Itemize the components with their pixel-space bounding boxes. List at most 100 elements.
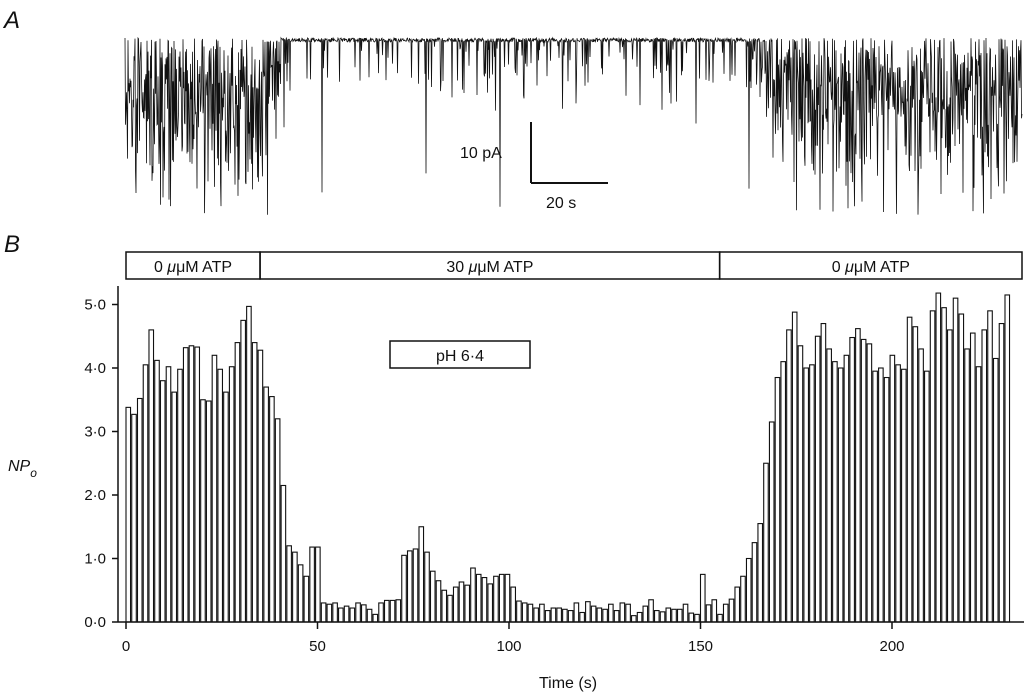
np-bar — [309, 546, 315, 623]
np-bar — [613, 610, 620, 623]
np-bar — [872, 370, 878, 623]
np-bar — [918, 348, 924, 623]
np-bar — [837, 367, 844, 623]
np-bar — [636, 611, 643, 623]
np-bar — [791, 311, 798, 623]
x-tick-label: 50 — [309, 638, 326, 655]
axes — [117, 286, 1024, 623]
np-bar — [958, 313, 965, 623]
np-bar — [653, 610, 660, 623]
np-bar — [803, 367, 809, 623]
np-bar — [458, 581, 465, 623]
np-bar — [539, 603, 545, 623]
np-bar — [849, 336, 855, 623]
np-bar — [303, 575, 310, 623]
np-bar — [372, 613, 379, 623]
np-bar — [263, 386, 269, 623]
np-bar — [728, 598, 735, 623]
np-bar — [585, 601, 591, 623]
np-bar — [780, 361, 787, 623]
np-bar — [412, 548, 419, 623]
x-axis-title: Time (s) — [539, 675, 597, 692]
np-bar — [217, 368, 224, 623]
np-bar — [935, 292, 942, 623]
np-bar — [895, 364, 901, 623]
x-tick-label: 200 — [879, 638, 904, 655]
np-bar — [682, 603, 689, 623]
np-bar — [855, 328, 861, 623]
y-axis-title: NPo — [8, 458, 37, 480]
current-trace — [124, 36, 1023, 215]
np-bar — [274, 418, 281, 623]
np-bar — [648, 599, 654, 623]
np-bar — [556, 607, 562, 623]
np-bar — [246, 305, 252, 623]
np-bar — [406, 550, 413, 623]
np-bar — [602, 608, 608, 623]
np-bar — [292, 551, 298, 623]
np-bar — [343, 605, 350, 623]
np-bar — [745, 557, 752, 623]
np-bar — [619, 602, 626, 623]
np-bar — [814, 335, 821, 623]
np-bar — [441, 589, 448, 623]
np-bar — [142, 364, 149, 623]
np-bar — [228, 366, 235, 623]
np-bar — [631, 615, 637, 623]
np-bar — [866, 343, 873, 623]
scale-bar-current-label: 10 pA — [460, 145, 502, 162]
np-bar — [797, 345, 804, 623]
np-bar — [470, 567, 476, 623]
np-bar — [562, 608, 568, 623]
atp-condition-bar: 0 μμM ATP 30 μμM ATP 0 μμM ATP — [125, 251, 1023, 280]
panel-b-letter: B — [4, 231, 20, 258]
np-bar — [188, 345, 195, 623]
np-bar — [182, 347, 189, 623]
y-tick-label: 1·0 — [84, 551, 106, 568]
np-bar — [360, 604, 367, 623]
np-bar — [429, 570, 436, 623]
np-bar — [987, 310, 993, 623]
y-tick-label: 0·0 — [84, 614, 106, 631]
np-bars — [125, 292, 1011, 623]
np-bar — [240, 319, 246, 623]
np-bar — [326, 603, 333, 623]
np-bar — [688, 612, 695, 623]
np-bar — [734, 586, 741, 623]
np-bar — [694, 613, 700, 623]
np-bar — [550, 607, 557, 623]
y-tick-label: 5·0 — [84, 297, 106, 314]
np-bar — [573, 602, 580, 623]
np-bar — [579, 611, 585, 623]
np-bar — [257, 349, 264, 623]
np-bar — [355, 602, 361, 623]
np-bar — [625, 603, 631, 623]
np-bar — [154, 359, 160, 623]
np-bar — [493, 575, 499, 623]
np-bar — [912, 326, 919, 623]
np-bar — [424, 551, 430, 623]
panel-a-letter: A — [2, 7, 20, 34]
atp-label-0: 0 μμM ATP — [154, 259, 232, 276]
atp-segment-2 — [718, 251, 1023, 280]
np-bar — [194, 346, 201, 623]
np-bar — [366, 608, 373, 623]
np-bar — [941, 307, 947, 623]
np-bar — [234, 342, 241, 623]
y-tick-label: 3·0 — [84, 424, 106, 441]
np-bar — [860, 338, 867, 623]
np-bar — [671, 608, 677, 623]
np-bar — [533, 607, 539, 623]
np-bar — [929, 310, 936, 623]
np-bar — [889, 354, 896, 623]
np-bar — [705, 604, 712, 623]
np-bar — [349, 607, 356, 623]
current-trace-line — [124, 36, 1023, 215]
x-tick-label: 150 — [688, 638, 713, 655]
np-bar — [395, 599, 402, 623]
np-bar — [826, 348, 832, 623]
x-tick-label: 0 — [122, 638, 130, 655]
np-bar — [131, 413, 137, 623]
np-bar — [251, 342, 258, 623]
